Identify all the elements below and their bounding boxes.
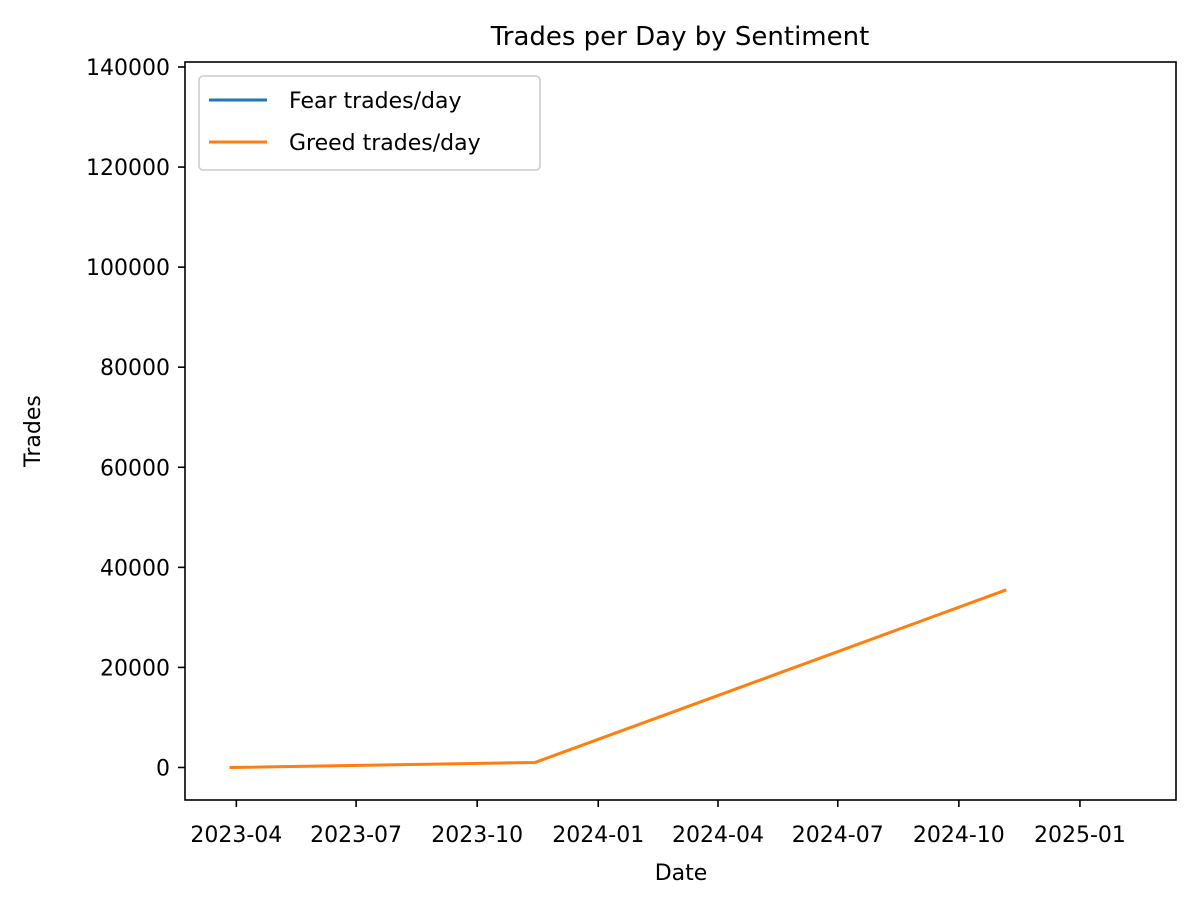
chart-title: Trades per Day by Sentiment	[490, 22, 870, 52]
x-tick-label: 2025-01	[1034, 823, 1126, 848]
x-tick-label: 2023-04	[190, 823, 282, 848]
y-tick-label: 80000	[100, 356, 170, 381]
series-layer	[229, 588, 1007, 770]
y-tick-label: 40000	[100, 556, 170, 581]
x-tick-label: 2023-07	[310, 823, 402, 848]
y-tick-label: 0	[156, 756, 170, 781]
x-tick-label: 2024-07	[792, 823, 884, 848]
x-tick-label: 2023-10	[431, 823, 523, 848]
y-tick-label: 120000	[86, 156, 170, 181]
y-axis-label: Trades	[21, 395, 46, 468]
x-tick-label: 2024-04	[672, 823, 764, 848]
legend: Fear trades/day Greed trades/day	[198, 75, 541, 171]
y-tick-label: 100000	[86, 256, 170, 281]
x-tick-label: 2024-01	[552, 823, 644, 848]
x-axis-label: Date	[655, 861, 708, 886]
legend-label-1: Greed trades/day	[289, 131, 481, 156]
legend-box	[198, 75, 541, 171]
y-tick-label: 60000	[100, 456, 170, 481]
legend-label-0: Fear trades/day	[289, 89, 462, 114]
y-tick-label: 20000	[100, 656, 170, 681]
y-tick-label: 140000	[86, 56, 170, 81]
y-axis-ticks: 0 20000 40000 60000 80000 100000 120000 140000	[86, 56, 185, 781]
plot-area	[185, 62, 1176, 800]
x-tick-label: 2024-10	[913, 823, 1005, 848]
plot-frame	[184, 61, 1177, 801]
x-axis-ticks: 2023-04 2023-07 2023-10 2024-01 2024-04 2024-…	[190, 800, 1126, 848]
